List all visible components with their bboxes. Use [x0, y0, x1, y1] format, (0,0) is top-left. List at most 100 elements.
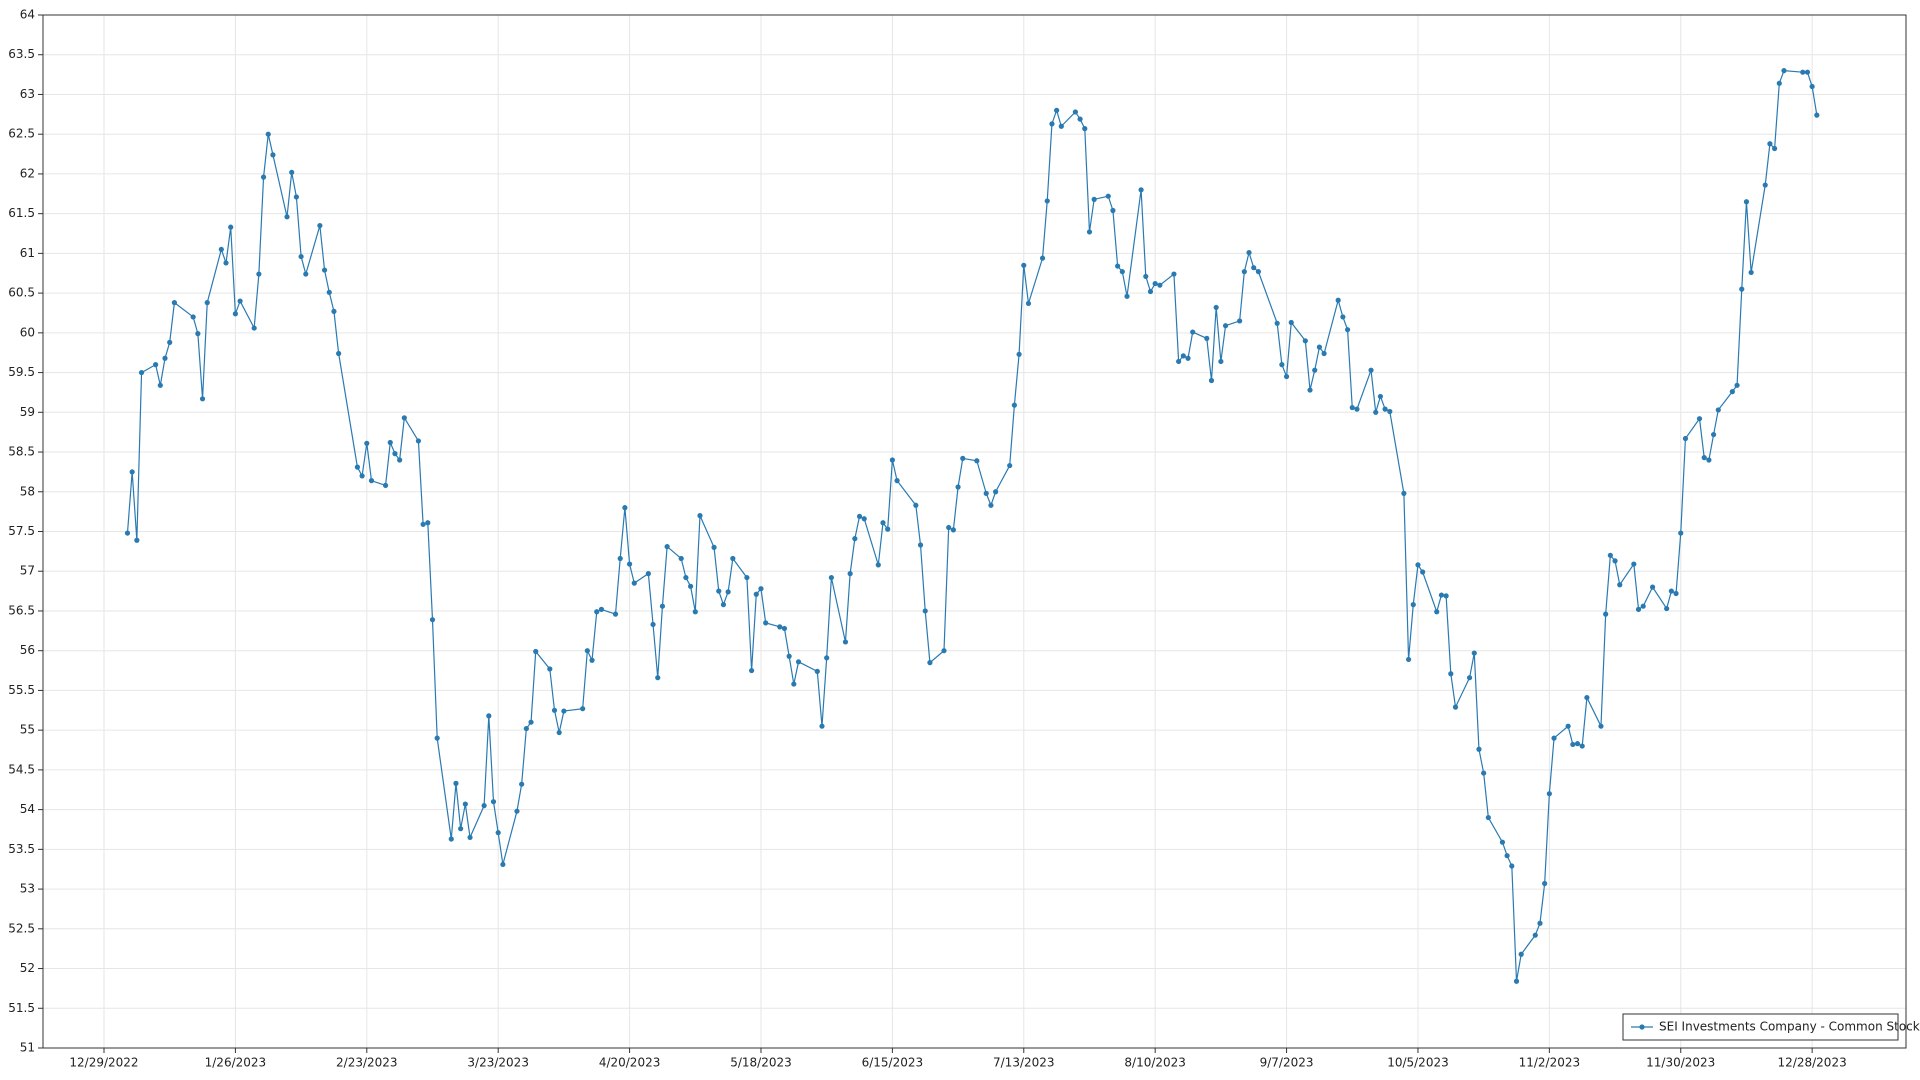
data-point [265, 131, 271, 137]
data-point [1631, 561, 1637, 567]
data-point [1190, 329, 1196, 335]
data-point [317, 222, 323, 229]
y-tick-label: 59 [20, 405, 35, 419]
data-point [1546, 791, 1552, 797]
data-point [1781, 68, 1787, 74]
data-point [1373, 409, 1379, 415]
data-point [1274, 320, 1280, 326]
data-point [861, 516, 867, 522]
data-point [659, 603, 666, 609]
y-tick-label: 52.5 [8, 921, 35, 935]
data-point [1682, 435, 1689, 442]
data-point [1204, 335, 1210, 342]
data-point [326, 289, 332, 295]
data-point [974, 458, 980, 464]
data-point [162, 355, 168, 361]
data-point [1443, 593, 1449, 599]
data-point [1466, 675, 1473, 681]
data-point [1809, 83, 1815, 90]
y-tick-label: 60 [20, 325, 35, 339]
data-point [204, 300, 210, 306]
data-point [1603, 611, 1609, 617]
data-point [368, 478, 375, 484]
data-point [1401, 490, 1407, 496]
data-point [758, 586, 764, 592]
data-point [171, 300, 177, 306]
y-tick-label: 60.5 [8, 286, 35, 300]
data-point [941, 648, 947, 654]
data-point [786, 653, 792, 659]
data-point [551, 707, 558, 713]
legend-marker [1639, 1024, 1645, 1030]
data-point [195, 331, 201, 337]
data-point [256, 271, 262, 277]
data-point [1072, 109, 1078, 115]
data-point [303, 271, 309, 277]
data-point [270, 152, 276, 158]
data-point [828, 574, 834, 581]
y-tick-label: 63 [20, 87, 35, 101]
data-point [1119, 269, 1125, 275]
data-point [153, 362, 159, 368]
data-point [612, 611, 619, 617]
data-point [1354, 406, 1360, 412]
data-point [781, 625, 788, 632]
y-tick-label: 56.5 [8, 603, 35, 617]
data-point [514, 808, 520, 814]
data-point [453, 780, 459, 786]
data-point [1176, 358, 1182, 365]
x-tick-label: 3/23/2023 [467, 1056, 529, 1070]
data-point [894, 478, 900, 484]
data-point [917, 542, 924, 548]
data-point [955, 484, 961, 490]
data-point [1739, 286, 1745, 292]
x-tick-label: 11/30/2023 [1646, 1056, 1715, 1070]
data-point [359, 473, 365, 479]
data-point [289, 169, 295, 175]
data-point [1335, 297, 1341, 303]
data-point [1316, 344, 1323, 350]
data-point [1016, 351, 1022, 357]
data-point [1499, 839, 1506, 845]
data-point [622, 505, 628, 511]
data-point [594, 609, 600, 615]
data-point [1513, 978, 1520, 984]
data-point [1485, 814, 1491, 821]
data-point [1021, 262, 1027, 268]
data-point [1762, 182, 1768, 188]
data-point [1279, 362, 1285, 368]
data-point [875, 562, 881, 568]
y-tick-label: 57 [20, 564, 35, 578]
data-point [842, 639, 849, 645]
data-point [913, 502, 919, 508]
data-point [960, 455, 966, 461]
data-point [1584, 694, 1590, 701]
data-point [1288, 319, 1294, 326]
data-point [1086, 229, 1093, 235]
data-point [1706, 457, 1712, 463]
data-point [1635, 606, 1642, 612]
data-point [1307, 387, 1313, 393]
data-point [415, 438, 422, 444]
data-point [157, 382, 163, 388]
data-point [1701, 455, 1707, 461]
data-point [983, 490, 989, 496]
data-point [1715, 407, 1721, 413]
data-point [744, 574, 750, 581]
data-point [1302, 338, 1308, 344]
data-point [1471, 650, 1477, 656]
data-point [1509, 863, 1515, 869]
y-tick-label: 59.5 [8, 365, 35, 379]
y-tick-label: 53.5 [8, 842, 35, 856]
data-point [1570, 741, 1576, 748]
data-point [589, 657, 595, 663]
data-point [467, 834, 473, 841]
y-tick-label: 58.5 [8, 445, 35, 459]
data-point [1772, 145, 1778, 152]
data-point [889, 457, 895, 463]
data-point [1678, 530, 1684, 536]
data-point [683, 574, 689, 581]
data-point [167, 339, 173, 345]
data-point [1410, 602, 1416, 608]
data-point [1434, 609, 1440, 615]
